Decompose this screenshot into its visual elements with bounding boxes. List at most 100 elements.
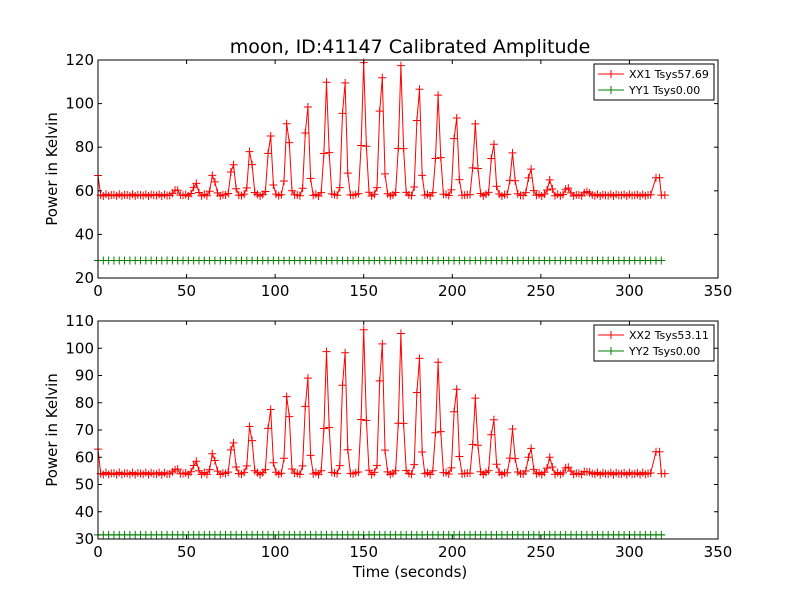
top-red-point-90 (333, 191, 342, 200)
bottom-red-point-66 (269, 458, 278, 467)
bottom-legend-box (593, 324, 715, 362)
top-red-point-91 (335, 183, 344, 192)
bottom-red-point-175 (559, 468, 567, 477)
top-red-point-86 (322, 78, 331, 87)
bottom-red-point-93 (341, 348, 350, 357)
bottom-red-point-133 (447, 463, 456, 472)
top-red-point-77 (298, 184, 307, 193)
top-y-axis-label: Power in Kelvin (43, 112, 61, 226)
bottom-red-point-55 (240, 468, 249, 477)
top-red-point-128 (434, 91, 443, 100)
bottom-red-point-37 (192, 457, 201, 466)
top-plot-area: 0 50 100 150 200 250 300 350 20 40 60 80 100 120 (65, 51, 732, 300)
top-red-point-121 (415, 85, 424, 94)
top-red-point-73 (287, 186, 296, 195)
bottom-red-point-141 (468, 440, 477, 449)
bottom-red-point-122 (418, 448, 427, 457)
bottom-xtick-label-6: 300 (615, 543, 644, 561)
top-ytick-label-3: 80 (75, 138, 94, 156)
top-red-point-76 (295, 191, 304, 200)
bottom-red-point-129 (436, 427, 445, 436)
top-red-point-147 (484, 188, 493, 197)
top-red-point-133 (447, 185, 456, 194)
bottom-red-point-140 (466, 469, 474, 478)
bottom-red-point-71 (282, 392, 291, 401)
top-red-point-80 (306, 174, 315, 183)
top-red-point-104 (370, 190, 379, 199)
top-red-point-108 (380, 169, 389, 178)
top-red-point-99 (357, 141, 366, 150)
bottom-red-point-64 (264, 424, 273, 433)
top-red-point-135 (452, 113, 461, 122)
bottom-red-point-114 (396, 329, 405, 338)
bottom-red-point-157 (511, 454, 520, 463)
top-red-point-79 (303, 103, 312, 112)
bottom-y-axis-label: Power in Kelvin (43, 373, 61, 487)
bottom-red-point-35 (187, 467, 195, 476)
bottom-xtick-label-4: 200 (438, 543, 467, 561)
top-red-point-141 (468, 163, 477, 172)
bottom-red-point-150 (492, 460, 501, 469)
top-red-point-170 (545, 175, 554, 184)
top-red-point-84 (317, 188, 326, 197)
bottom-red-point-79 (303, 374, 312, 383)
bottom-red-point-142 (471, 394, 480, 403)
top-red-point-71 (282, 119, 291, 128)
bottom-red-point-70 (280, 454, 288, 463)
bottom-ytick-label-6: 90 (75, 367, 94, 385)
top-ytick-label-2: 60 (75, 182, 94, 200)
bottom-red-point-77 (298, 461, 307, 470)
top-red-point-72 (285, 138, 294, 147)
top-xtick-label-7: 350 (704, 282, 733, 300)
top-red-point-120 (412, 116, 421, 125)
top-red-point-64 (264, 149, 273, 158)
bottom-red-point-30 (173, 465, 182, 474)
bottom-red-point-69 (277, 469, 286, 478)
bottom-xtick-label-5: 250 (527, 543, 556, 561)
top-red-point-210 (655, 173, 664, 182)
top-xtick-label-1: 50 (177, 282, 196, 300)
top-red-point-52 (232, 184, 241, 193)
bottom-red-point-44 (210, 456, 219, 465)
top-red-point-118 (407, 191, 416, 200)
bottom-green-point-106 (657, 530, 666, 539)
bottom-panel: Power in Kelvin Time (seconds) 0 50 100 150… (43, 312, 732, 581)
top-legend-label-yy1: YY1 Tsys0.00 (628, 84, 700, 97)
top-xtick-label-2: 100 (261, 282, 290, 300)
top-red-point-92 (338, 109, 347, 118)
top-legend-label-xx1: XX1 Tsys57.69 (629, 68, 709, 81)
bottom-red-point-108 (380, 446, 389, 455)
bottom-red-point-120 (412, 388, 421, 397)
top-green-point-106 (657, 256, 666, 265)
top-red-point-134 (450, 134, 459, 143)
top-red-point-115 (399, 144, 408, 153)
top-red-point-37 (192, 179, 201, 188)
bottom-red-point-85 (319, 424, 328, 433)
top-red-point-169 (543, 186, 552, 195)
top-xtick-label-0: 0 (93, 282, 103, 300)
bottom-red-point-65 (266, 405, 275, 414)
bottom-red-point-43 (208, 449, 217, 458)
bottom-red-point-73 (287, 464, 296, 473)
top-red-point-55 (240, 190, 249, 199)
bottom-red-point-154 (503, 468, 512, 477)
top-red-point-106 (375, 107, 384, 116)
bottom-red-point-112 (391, 466, 400, 475)
bottom-red-point-57 (245, 422, 254, 431)
top-red-point-161 (521, 188, 530, 197)
bottom-red-point-102 (365, 466, 374, 475)
bottom-red-point-168 (540, 468, 549, 477)
top-red-point-143 (473, 164, 482, 173)
top-red-point-112 (391, 188, 400, 197)
top-chart-title: moon, ID:41147 Calibrated Amplitude (230, 36, 591, 58)
bottom-red-point-132 (444, 469, 453, 478)
bottom-red-point-107 (378, 339, 387, 348)
top-red-point-50 (226, 167, 235, 176)
top-xtick-label-4: 200 (438, 282, 467, 300)
bottom-red-point-76 (295, 470, 304, 479)
bottom-red-point-208 (646, 469, 655, 478)
top-red-point-94 (343, 169, 352, 178)
bottom-red-point-121 (415, 354, 424, 363)
bottom-red-point-72 (285, 412, 294, 421)
